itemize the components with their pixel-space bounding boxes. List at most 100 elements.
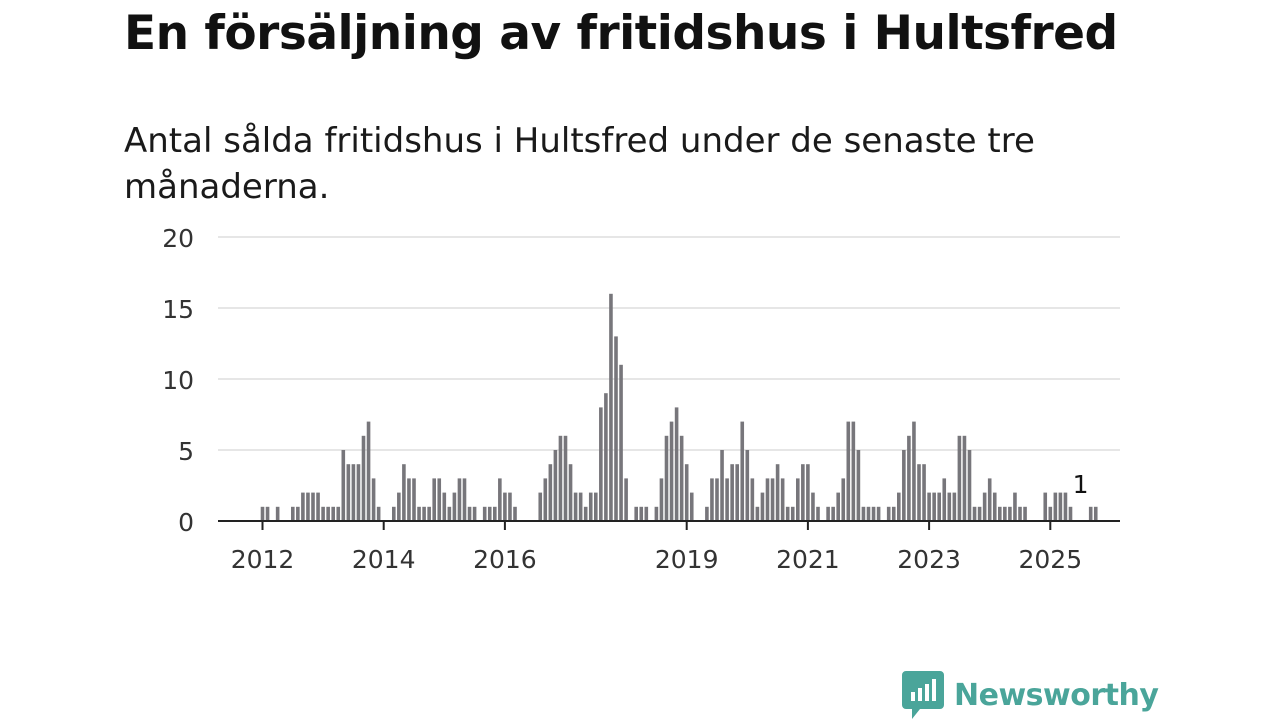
bar [796, 478, 800, 521]
bar [780, 478, 785, 521]
x-axis-ticks: 2012 2014 2016 2019 2021 2023 2025 [231, 521, 1082, 574]
bar [498, 478, 502, 521]
bar [482, 506, 487, 521]
bar [614, 336, 618, 521]
bar [937, 492, 941, 521]
bar [609, 293, 613, 521]
bar [902, 450, 906, 521]
bar [770, 478, 775, 521]
bar [422, 506, 426, 521]
bar [735, 464, 739, 521]
bar [992, 492, 997, 521]
bar [831, 506, 835, 521]
bar [599, 407, 603, 521]
highlight-data-label: 1 [1073, 470, 1089, 499]
bar [1058, 492, 1063, 521]
bar [987, 478, 992, 521]
y-tick-label: 0 [178, 508, 194, 537]
bar [639, 506, 644, 521]
x-tick-label: 2016 [473, 545, 537, 574]
bar [982, 492, 987, 521]
bar [371, 478, 376, 521]
bar [624, 478, 628, 521]
bar [548, 464, 553, 521]
bar [755, 506, 760, 521]
bar [967, 450, 972, 521]
bar [720, 450, 724, 521]
bar [811, 492, 815, 521]
bar [341, 450, 346, 521]
bar [1053, 492, 1058, 521]
bar [957, 435, 962, 521]
y-axis-ticks: 0 5 10 15 20 [162, 224, 194, 537]
bar [715, 478, 719, 521]
bar [760, 492, 765, 521]
bar [634, 506, 638, 521]
bar [397, 492, 401, 521]
bar [558, 435, 563, 521]
y-tick-label: 15 [162, 295, 194, 324]
bar [412, 478, 416, 521]
newsworthy-logo-icon [902, 671, 944, 719]
bar [1013, 492, 1017, 521]
bar [1048, 506, 1053, 521]
bar [588, 492, 593, 521]
bar [306, 492, 310, 521]
bar [644, 506, 649, 521]
bar [876, 506, 881, 521]
bar [1018, 506, 1022, 521]
bar [841, 478, 846, 521]
bar [553, 450, 558, 521]
bar [594, 492, 598, 521]
bar [659, 478, 664, 521]
page-title: En försäljning av fritidshus i Hultsfred [124, 6, 1118, 61]
bar [619, 364, 623, 521]
bar [543, 478, 548, 521]
x-tick-label: 2021 [776, 545, 840, 574]
bar [1088, 506, 1093, 521]
bar [260, 506, 265, 521]
bar [568, 464, 573, 521]
bar [447, 506, 452, 521]
bar [366, 421, 371, 521]
bar [351, 464, 356, 521]
bar [917, 464, 921, 521]
bar [578, 492, 583, 521]
x-tick-label: 2025 [1018, 545, 1082, 574]
bar [775, 464, 780, 521]
bar [907, 435, 911, 521]
bar [442, 492, 447, 521]
bar [265, 506, 270, 521]
bar [407, 478, 411, 521]
bar [503, 492, 507, 521]
bar [897, 492, 901, 521]
bar [326, 506, 330, 521]
bar [356, 464, 361, 521]
bar [563, 435, 568, 521]
bar [311, 492, 315, 521]
bar [296, 506, 300, 521]
bar [674, 407, 679, 521]
bar [866, 506, 871, 521]
bar [856, 450, 861, 521]
bar [336, 506, 341, 521]
y-tick-label: 5 [178, 437, 194, 466]
bar [402, 464, 406, 521]
bar [291, 506, 295, 521]
bar [654, 506, 659, 521]
bar [472, 506, 477, 521]
bar [922, 464, 926, 521]
bar [1043, 492, 1048, 521]
bar [346, 464, 351, 521]
bar [785, 506, 790, 521]
bar [952, 492, 957, 521]
chart-subtitle: Antal sålda fritidshus i Hultsfred under… [124, 121, 1035, 207]
grid-lines [218, 236, 1120, 451]
bar [487, 506, 492, 521]
bar [493, 506, 497, 521]
bar [740, 421, 745, 521]
bar [1023, 506, 1027, 521]
bar [604, 393, 608, 521]
bar [846, 421, 851, 521]
